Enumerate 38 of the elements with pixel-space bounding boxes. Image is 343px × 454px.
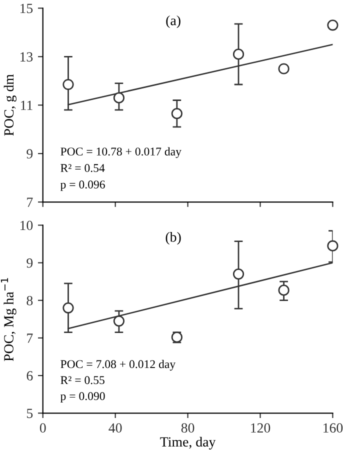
y-tick-label: 9	[26, 149, 33, 159]
point	[113, 315, 125, 327]
annotation: p = 0.096	[60, 180, 105, 191]
annotation: (b)	[166, 232, 181, 245]
y-tick-label: 7	[27, 334, 33, 343]
x-tick-label: 80	[181, 423, 194, 433]
y-tick-label: 13	[20, 52, 33, 62]
y-tick-label: 8	[26, 296, 33, 306]
point	[232, 48, 244, 60]
y-tick-label: 15	[20, 4, 33, 14]
x-tick-label: 120	[251, 423, 270, 433]
y-tick-label: 5	[27, 408, 33, 418]
y-tick-label: 7	[27, 198, 33, 207]
point	[278, 284, 290, 296]
point	[278, 63, 290, 74]
point	[113, 92, 125, 104]
point	[171, 108, 182, 120]
annotation: R² = 0.55	[60, 376, 104, 384]
point	[62, 302, 74, 314]
x-axis-title: Time, day	[160, 436, 216, 450]
point	[232, 268, 244, 280]
y-axis-title: POC, Mg ha$^{−1}$	[0, 278, 16, 362]
annotation: (a)	[166, 15, 180, 28]
point	[327, 20, 338, 31]
y-axis-title: POC, g dm	[4, 74, 16, 136]
y-tick-label: 9	[26, 258, 33, 268]
point	[62, 78, 74, 90]
x-tick-label: 0	[40, 423, 46, 433]
y-tick-label: 11	[21, 100, 32, 110]
y-tick-label: 10	[20, 220, 33, 230]
y-tick-label: 6	[26, 371, 33, 381]
x-tick-label: 160	[324, 423, 343, 433]
annotation: POC = 10.78 + 0.017 day	[60, 147, 182, 158]
x-tick-label: 40	[108, 423, 122, 433]
annotation: p = 0.090	[60, 392, 105, 403]
annotation: POC = 7.08 + 0.012 day	[60, 360, 176, 371]
annotation: R² = 0.54	[60, 164, 105, 172]
point	[327, 240, 338, 252]
